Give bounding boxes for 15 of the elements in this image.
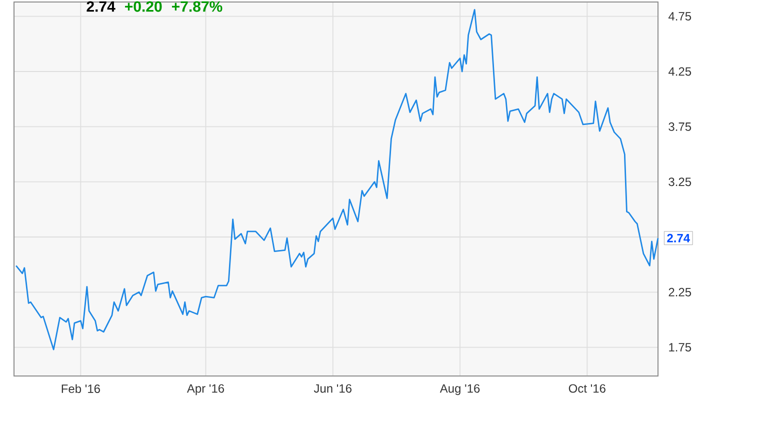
annotation: 2.74 xyxy=(86,1,116,12)
x-tick-label: Jun '16 xyxy=(314,384,352,393)
x-tick-label: Aug '16 xyxy=(440,384,480,396)
x-tick-label: Apr '16 xyxy=(186,384,224,396)
x-tick-label: Feb '16 xyxy=(62,384,100,394)
annotation: +0.20 xyxy=(125,1,162,12)
y-tick-label: 1.75 xyxy=(669,343,692,352)
y-tick-label: 3.25 xyxy=(668,178,692,186)
annotation: +7.87% xyxy=(172,1,222,12)
x-tick-label: Oct '16 xyxy=(568,384,606,393)
y-tick-label: 2.25 xyxy=(668,288,692,296)
y-tick-label: 4.75 xyxy=(668,12,692,21)
y-tick-label: 4.25 xyxy=(668,67,692,76)
annotation: 2.74 xyxy=(667,234,690,242)
y-tick-label: 3.75 xyxy=(668,122,692,131)
